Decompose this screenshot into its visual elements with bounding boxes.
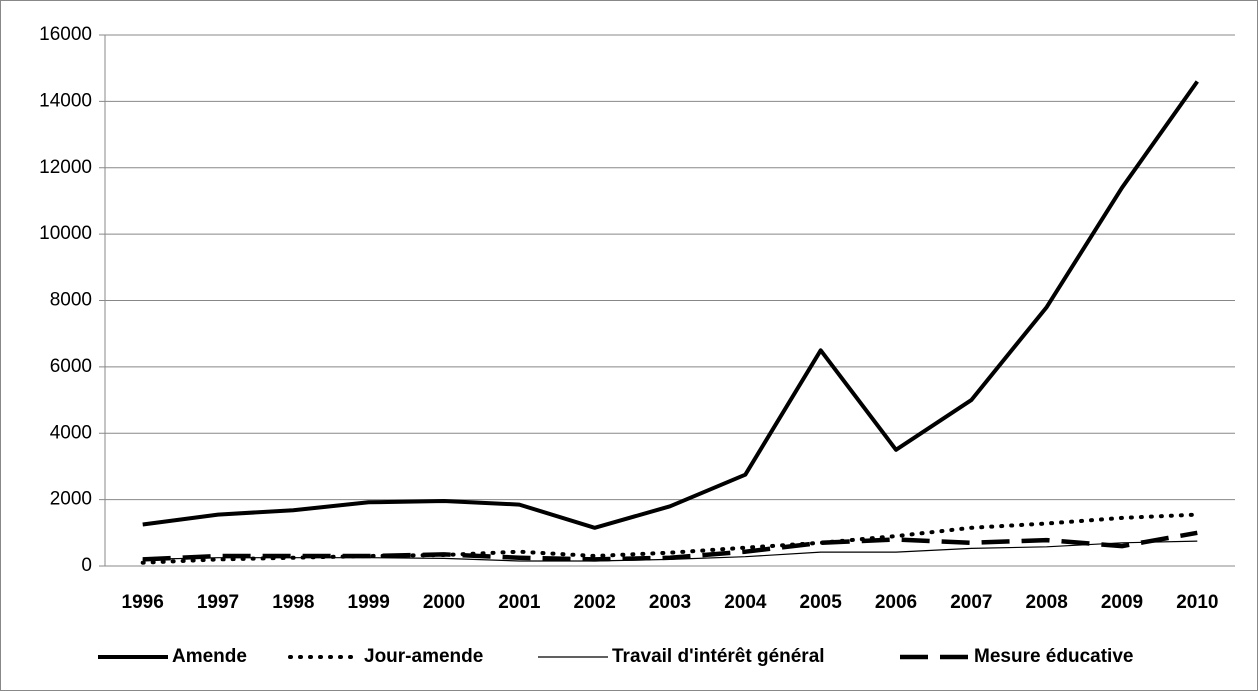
y-tick-label: 8000 (50, 290, 92, 311)
legend-label: Amende (172, 646, 247, 667)
x-tick-label: 1998 (272, 592, 314, 613)
series-line (142, 530, 1198, 562)
y-tick-label: 14000 (39, 90, 92, 111)
x-tick-label: 2001 (498, 592, 541, 613)
legend-label: Mesure éducative (974, 646, 1133, 667)
x-tick-label: 1996 (122, 592, 164, 613)
x-tick-label: 2007 (950, 592, 992, 613)
x-tick-label: 2005 (800, 592, 843, 613)
y-tick-label: 2000 (50, 489, 92, 510)
series-line (140, 512, 1200, 565)
x-tick-label: 1997 (197, 592, 239, 613)
x-tick-label: 2008 (1026, 592, 1068, 613)
y-tick-label: 16000 (39, 24, 92, 45)
x-tick-label: 1999 (348, 592, 390, 613)
x-tick-label: 2006 (875, 592, 917, 613)
legend-label: Jour-amende (364, 646, 483, 667)
legend-label: Travail d'intérêt général (612, 646, 825, 667)
y-tick-label: 4000 (50, 422, 92, 443)
y-tick-label: 0 (81, 555, 92, 576)
x-tick-label: 2004 (724, 592, 767, 613)
y-tick-label: 12000 (39, 157, 92, 178)
y-tick-label: 10000 (39, 223, 92, 244)
x-tick-label: 2002 (574, 592, 616, 613)
x-tick-label: 2000 (423, 592, 465, 613)
x-tick-label: 2010 (1176, 592, 1218, 613)
x-tick-label: 2003 (649, 592, 691, 613)
series-line (142, 80, 1199, 530)
y-tick-label: 6000 (50, 356, 92, 377)
x-tick-label: 2009 (1101, 592, 1143, 613)
